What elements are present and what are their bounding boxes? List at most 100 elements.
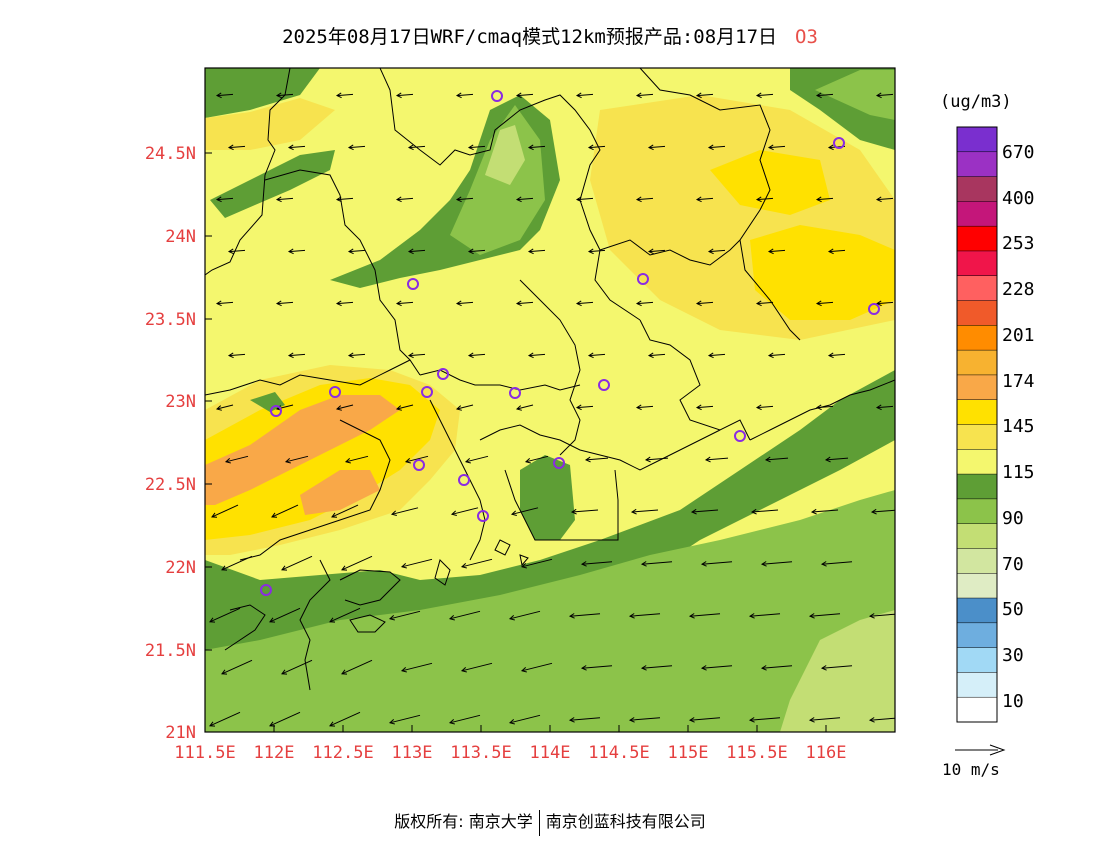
wind-arrow	[396, 197, 414, 201]
color-scale-cell	[957, 523, 997, 549]
wind-arrow-head	[868, 613, 875, 619]
wind-arrow-head	[755, 92, 762, 99]
wind-arrow	[516, 93, 534, 97]
wind-arrow	[825, 457, 849, 461]
wind-arrow	[569, 717, 601, 721]
wind-arrow-head	[815, 404, 822, 411]
wind-arrow-head	[215, 405, 222, 411]
wind-arrow	[465, 455, 489, 463]
wind-arrow-head	[868, 717, 875, 723]
wind-arrow	[216, 197, 234, 201]
wind-arrow-head	[808, 613, 815, 619]
wind-arrow-head	[221, 669, 228, 675]
wind-arrow	[871, 509, 895, 513]
wind-arrow	[269, 711, 301, 727]
wind-arrow	[521, 662, 553, 672]
wind-arrow	[405, 455, 429, 463]
wind-arrow	[288, 353, 306, 357]
x-axis: 111.5E 112E 112.5E 113E 113.5E 114E 114.…	[174, 725, 846, 763]
wind-arrow-head	[515, 300, 522, 307]
wind-arrow-head	[281, 669, 288, 675]
vector-reference-arrow	[955, 744, 1006, 756]
station-marker	[477, 510, 489, 522]
wind-arrow-head	[347, 144, 354, 151]
map-title: 2025年08月17日WRF/cmaq模式12km预报产品:08月17日 O3	[0, 22, 1100, 49]
wind-arrow	[216, 93, 234, 97]
wind-arrow	[276, 301, 294, 305]
wind-arrow	[511, 507, 539, 515]
wind-arrow-head	[824, 456, 831, 463]
wind-arrow	[285, 455, 309, 463]
wind-arrow-head	[695, 300, 702, 307]
wind-arrow-head	[707, 144, 714, 151]
wind-arrow	[341, 659, 373, 675]
wind-arrow-head	[587, 248, 594, 255]
wind-arrow	[348, 145, 366, 149]
color-scale-cell	[957, 424, 997, 450]
wind-arrow-head	[575, 300, 582, 307]
wind-arrow-head	[635, 196, 642, 203]
color-scale-cell	[957, 399, 997, 425]
wind-arrow-head	[748, 717, 755, 723]
wind-arrow-head	[407, 352, 414, 359]
wind-arrow	[641, 665, 673, 669]
wind-arrow	[391, 507, 419, 515]
wind-arrow	[408, 353, 426, 357]
wind-arrow-head	[227, 144, 234, 151]
copyright-left: 版权所有: 南京大学	[394, 812, 533, 831]
wind-arrow	[629, 613, 661, 617]
wind-arrow-head	[810, 508, 817, 515]
wind-arrow-head	[875, 92, 882, 99]
wind-arrow-head	[271, 512, 278, 518]
wind-arrow	[271, 504, 299, 518]
wind-arrow	[408, 145, 426, 149]
wind-arrow	[588, 353, 606, 357]
x-tick-label: 114.5E	[588, 743, 649, 763]
wind-arrow	[288, 249, 306, 253]
wind-arrow	[648, 249, 666, 253]
wind-arrow-head	[628, 717, 635, 723]
station-marker	[413, 459, 425, 471]
wind-arrow	[329, 607, 361, 623]
wind-arrow-head	[628, 613, 635, 619]
wind-arrow-head	[827, 248, 834, 255]
wind-arrow	[468, 145, 486, 149]
wind-arrow-head	[455, 300, 462, 307]
x-tick-label: 114E	[530, 743, 571, 763]
wind-arrow	[221, 555, 253, 571]
wind-arrow	[288, 145, 306, 149]
color-scale-bar	[956, 126, 998, 723]
color-scale-cell	[957, 151, 997, 177]
wind-arrow-head	[875, 300, 882, 307]
wind-arrow-head	[467, 248, 474, 255]
wind-arrow-head	[388, 615, 395, 621]
wind-arrow-head	[644, 456, 651, 463]
wind-arrow-head	[527, 248, 534, 255]
station-marker	[833, 137, 845, 149]
wind-arrow	[636, 197, 654, 201]
wind-arrow-head	[448, 719, 455, 725]
wind-arrow-head	[224, 458, 231, 464]
wind-arrow	[389, 714, 421, 724]
wind-arrow	[585, 457, 609, 461]
copyright-right: 南京创蓝科技有限公司	[545, 812, 706, 831]
wind-arrow-head	[395, 196, 402, 203]
wind-arrow-head	[748, 613, 755, 619]
wind-arrow	[456, 93, 474, 97]
wind-arrow-head	[755, 300, 762, 307]
legend-label: 115	[1002, 462, 1035, 483]
wind-arrow-head	[695, 196, 702, 203]
concentration-field	[205, 68, 895, 732]
wind-arrow-head	[647, 248, 654, 255]
wind-arrow-head	[875, 404, 882, 411]
wind-arrow-head	[275, 300, 282, 307]
wind-arrow	[396, 93, 414, 97]
wind-arrow-head	[407, 248, 414, 255]
legend-label: 145	[1002, 416, 1035, 437]
wind-arrow	[216, 404, 234, 410]
wind-arrow	[708, 145, 726, 149]
legend-label: 70	[1002, 554, 1024, 575]
wind-arrow-head	[767, 248, 774, 255]
wind-arrow-head	[587, 352, 594, 359]
wind-arrow-head	[510, 510, 517, 516]
